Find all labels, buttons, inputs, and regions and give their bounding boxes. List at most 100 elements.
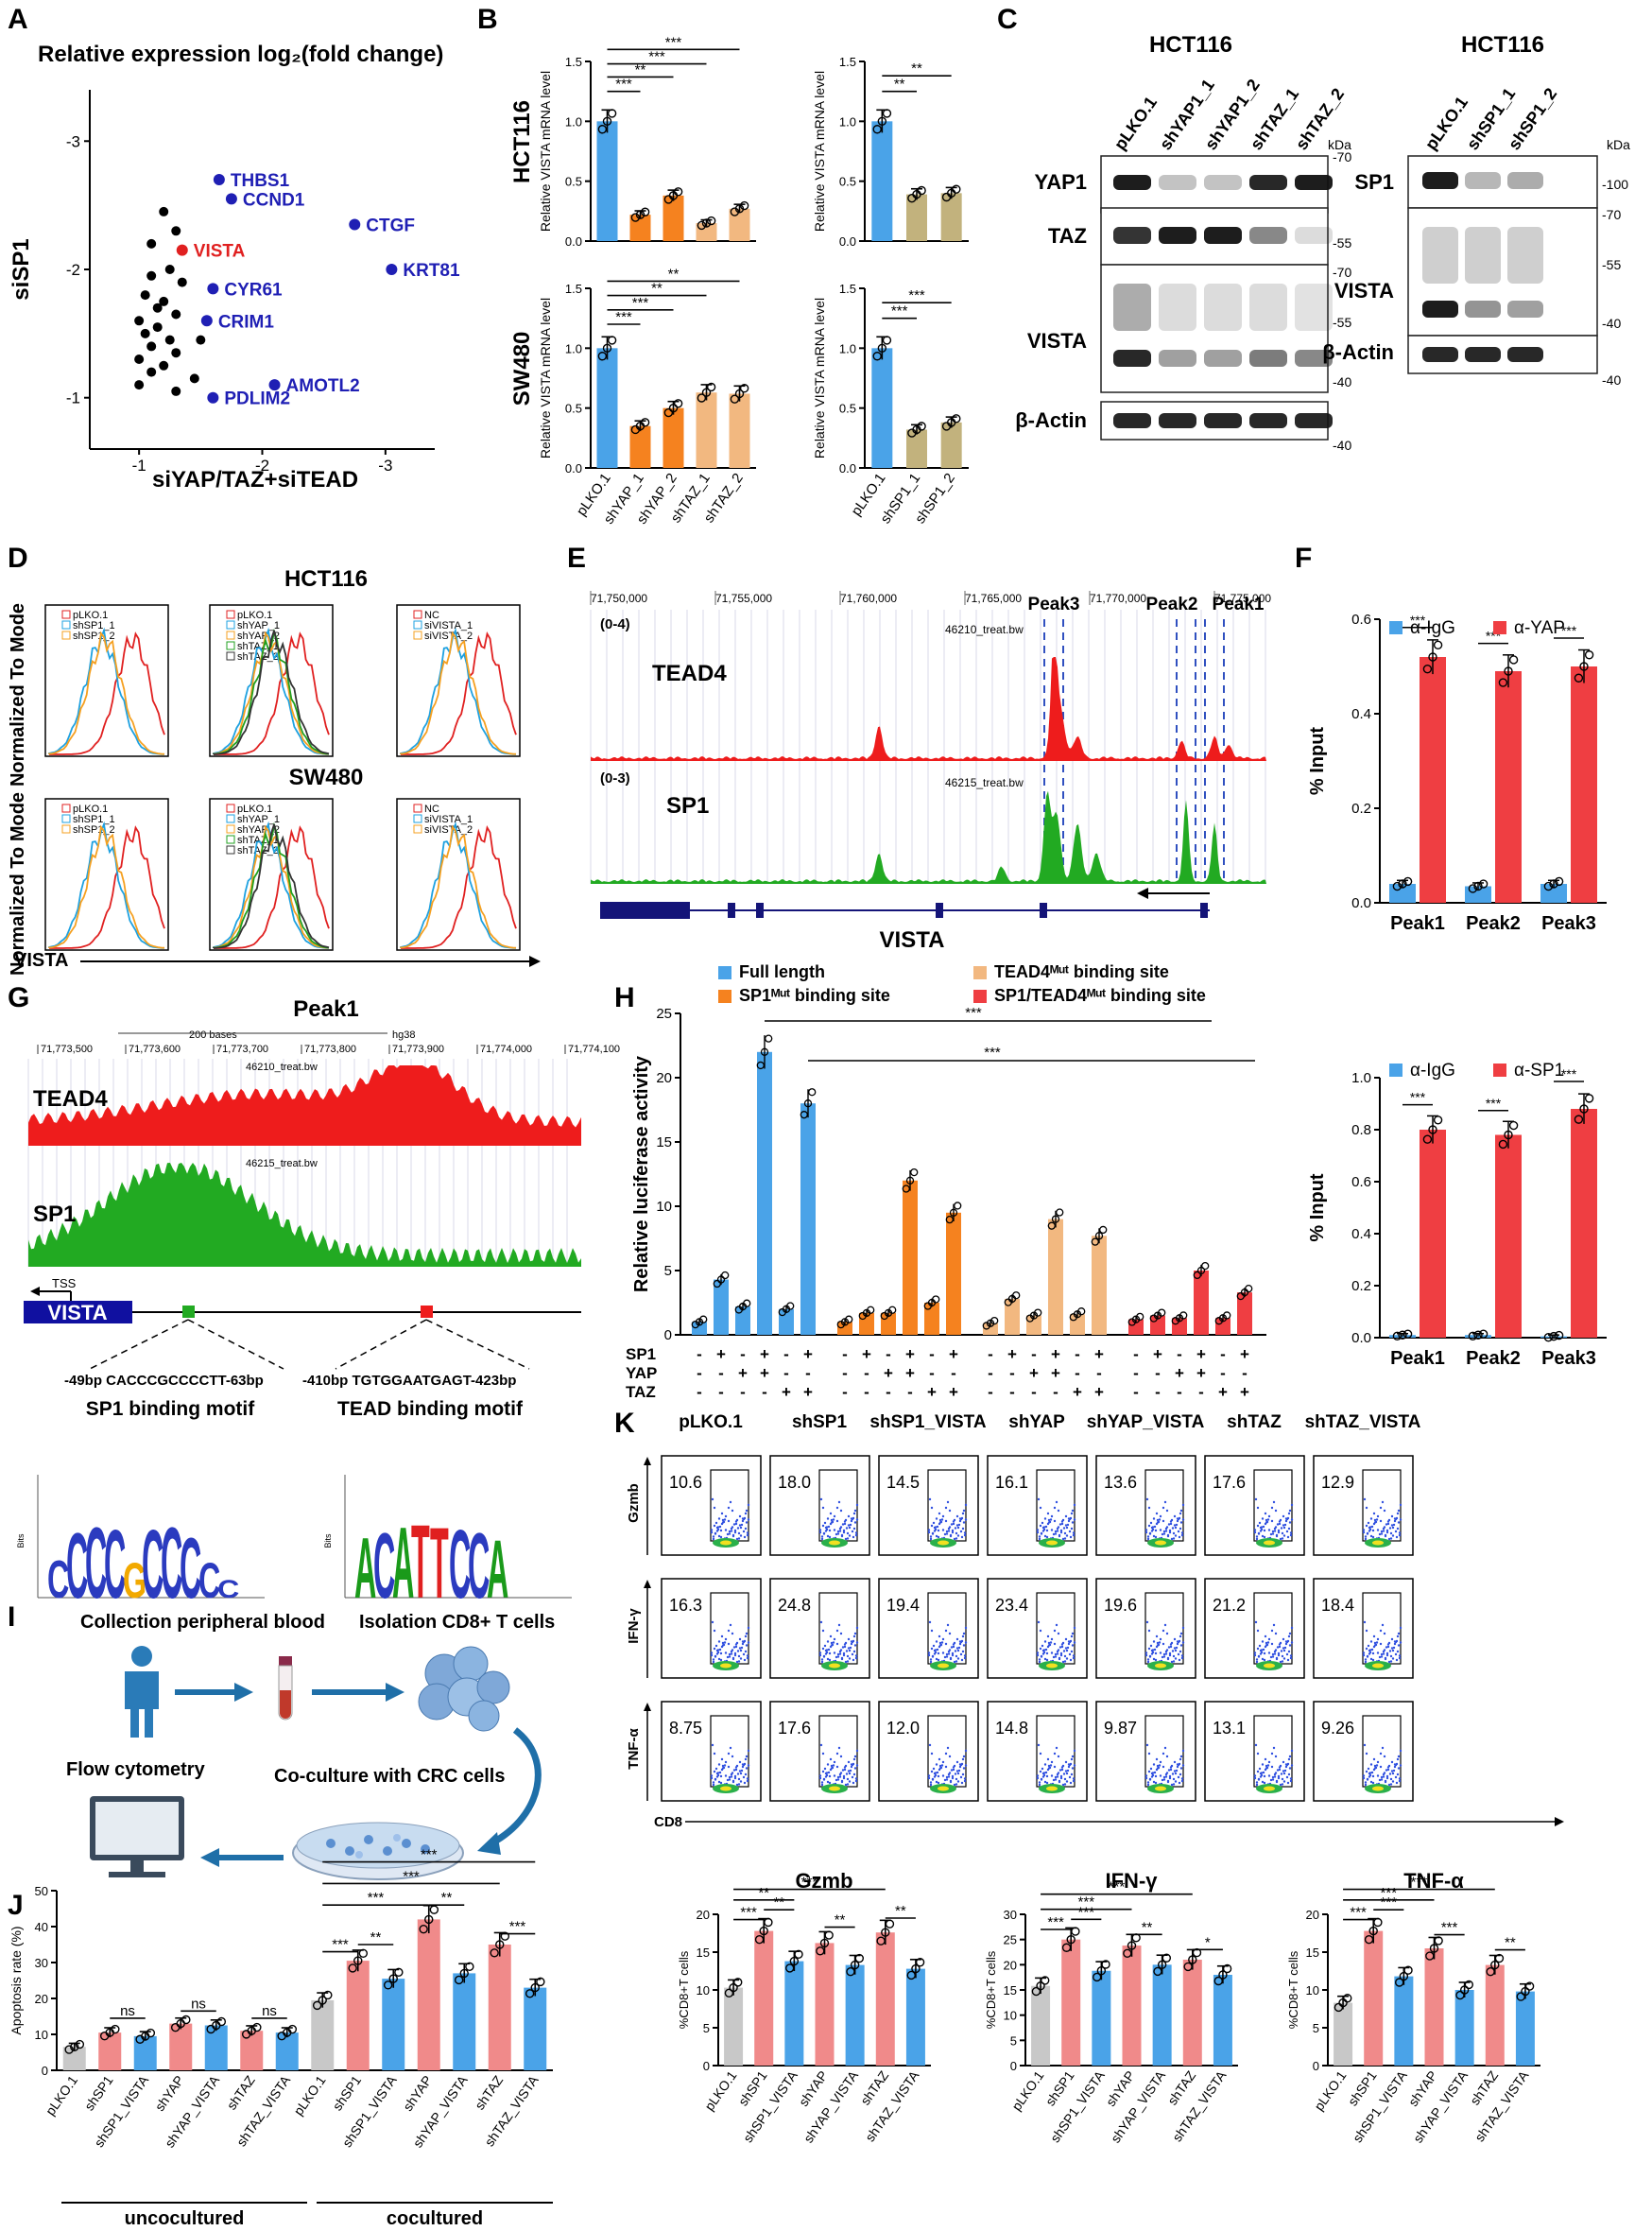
data-point [902,1185,910,1193]
treatment-sign: + [803,1383,813,1401]
gene-label: PDLIM2 [224,389,290,409]
treatment-sign: - [1009,1383,1015,1401]
data-point [1193,1271,1201,1280]
significance: *** [1109,1879,1126,1895]
treatment-sign: + [716,1345,726,1363]
coordinate-label: 71,755,000 [715,592,772,605]
luciferase-bar [881,1312,896,1335]
treatment-sign: - [1031,1383,1037,1401]
x-tick: pLKO.1 [290,2072,328,2118]
B-SW480-shYAP-bar [629,425,651,468]
treatment-sign: - [1096,1364,1102,1382]
legend-label: shSP1_2 [73,824,115,836]
data-point [932,1295,940,1304]
K-TNF-bar [1334,2002,1353,2066]
K-Gzmb-bar [875,1932,895,2066]
data-point [952,184,961,194]
treatment-sign: + [927,1383,937,1401]
data-point [312,2000,322,2011]
data-point [64,2045,74,2054]
treatment-sign: - [697,1364,702,1382]
data-point [1394,1978,1404,1987]
coordinate-label: 71,773,700 [216,1044,268,1055]
data-point [640,418,650,427]
legend-label: siVISTA_1 [424,620,473,631]
flow-percentage: 16.1 [995,1473,1028,1492]
coordinate-label: 71,773,600 [129,1044,181,1055]
data-point [816,1946,825,1956]
histogram-curve [48,821,165,949]
data-point [525,1989,535,1998]
legend-label: pLKO.1 [73,804,108,815]
gene-point [134,355,145,364]
B-HCT116-shYAP-bar [696,223,717,241]
data-point [800,1111,808,1119]
treatment-sign: + [862,1345,871,1363]
gene-point [207,391,219,404]
mw-marker: -70 [1333,149,1351,164]
legend-label: α-YAP [1514,618,1565,638]
flow-percentage: 14.8 [995,1719,1028,1738]
data-point [388,1974,398,1983]
gene-point [171,309,181,320]
data-point [1428,652,1437,662]
significance: *** [509,1919,526,1935]
y-tick: 5 [703,2021,710,2035]
coordinate-label: 71,774,000 [480,1044,532,1055]
treatment-sign: - [740,1383,746,1401]
data-point [495,1940,505,1949]
data-point [1127,1941,1137,1950]
mw-marker: -40 [1333,438,1351,453]
treatment-sign: - [1177,1345,1182,1363]
gene-exon [936,903,943,918]
data-point [1334,2002,1344,2013]
data-point [888,1306,897,1314]
data-point [640,207,650,216]
histogram-curve [48,824,165,949]
d-xlabel: VISTA [14,950,68,971]
significance: *** [1381,1894,1398,1911]
y-tick: 0.0 [1351,895,1371,911]
significance: *** [1486,1096,1502,1111]
y-tick: 1.5 [565,282,582,296]
data-point [1398,879,1407,889]
y-tick: 15 [656,1134,672,1150]
apoptosis-bar [524,1987,547,2070]
peak-label: Peak1 [1213,595,1265,614]
protein-label: VISTA [1334,279,1394,303]
apoptosis-bar [169,2023,193,2070]
apoptosis-bar [382,1979,405,2070]
apoptosis-bar [346,1961,370,2070]
data-point [986,1319,995,1327]
panel-letter-f: F [1295,543,1312,574]
data-point [1579,662,1589,671]
treatment-sign: - [1009,1364,1015,1382]
significance: *** [615,77,632,93]
d-ylabel-bottom: Normalized To Mode [8,792,28,976]
sp1-logo-letter: C [47,1548,69,1609]
group-label: uncocultured [125,2208,245,2229]
data-point [1584,1094,1594,1103]
gene-label: CRIM1 [218,312,275,332]
flow-percentage: 14.5 [886,1473,920,1492]
y-tick: 10 [35,2028,48,2042]
data-point [1179,1311,1188,1320]
histogram-plot [396,604,521,757]
coordinate-label: 71,773,800 [304,1044,356,1055]
B-SW480-shSP1-bar [871,348,893,468]
data-point [1543,1332,1554,1342]
y-tick: 0.2 [1351,801,1371,817]
y-tick: 1.5 [839,55,856,69]
data-point [1034,1308,1042,1317]
data-point [840,1318,850,1326]
gene-point [152,322,163,333]
x-tick: -3 [378,457,392,475]
y-axis-label: %CD8+T cells [984,1950,998,2029]
data-point [1051,1215,1060,1223]
x-tick: shYAP [400,2073,435,2114]
B-SW480-shSP1-bar [906,429,927,468]
gene-point [177,277,187,287]
computer-icon [90,1796,184,1877]
data-point [353,1956,363,1965]
K-TNF-bar [1364,1930,1384,2066]
